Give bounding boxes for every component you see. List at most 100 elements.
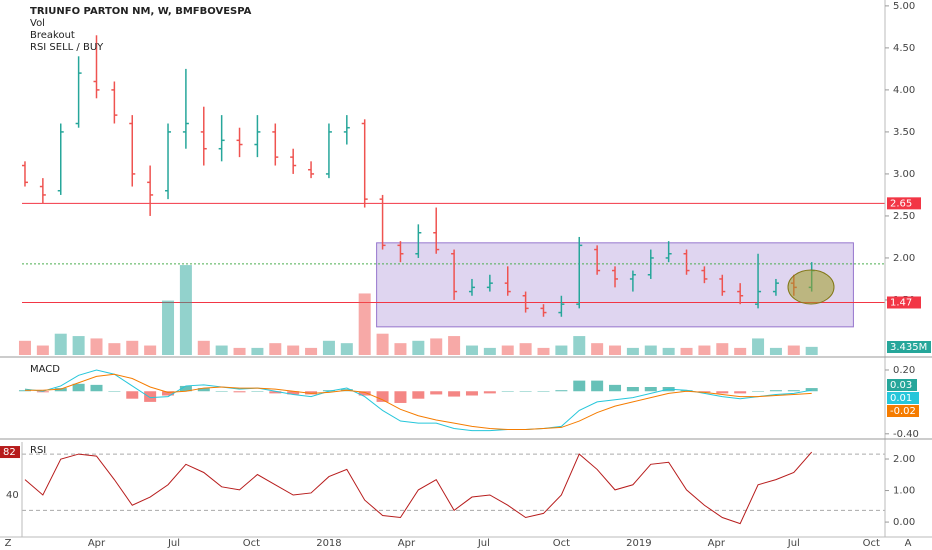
- macd-line: [24, 369, 812, 432]
- volume-bar: [358, 293, 371, 355]
- last-value-box: [887, 405, 919, 417]
- volume-bar: [573, 336, 586, 355]
- y-tick-label: 40: [6, 490, 19, 501]
- x-tick-label: Jul: [477, 538, 490, 549]
- histogram-bar: [644, 387, 657, 392]
- autoscale-button[interactable]: A: [905, 538, 912, 549]
- volume-bar: [269, 343, 282, 355]
- histogram-bar: [108, 391, 121, 392]
- y-tick-label: 0.20: [893, 365, 915, 376]
- y-tick-label: 5.00: [893, 1, 915, 12]
- volume-bar: [483, 347, 496, 355]
- y-tick-label: 3.50: [893, 127, 915, 138]
- volume-bar: [305, 347, 318, 355]
- last-value-label: 1.47: [890, 297, 912, 308]
- histogram-bar: [376, 391, 389, 402]
- macd-line: [24, 373, 812, 431]
- volume-bar: [197, 340, 210, 355]
- volume-bar: [430, 338, 443, 355]
- volume-bar: [18, 340, 31, 355]
- volume-bar: [609, 345, 622, 355]
- volume-bar: [54, 333, 67, 355]
- volume-bar: [233, 347, 246, 355]
- y-tick-label: 2.00: [893, 454, 915, 465]
- histogram-bar: [251, 391, 264, 392]
- x-tick-label: 2019: [626, 538, 651, 549]
- volume-bar: [519, 343, 532, 355]
- histogram-bar: [305, 391, 318, 395]
- volume-bar: [716, 343, 729, 355]
- histogram-bar: [18, 390, 31, 392]
- last-value-box: [887, 379, 917, 391]
- volume-bar: [144, 345, 157, 355]
- histogram-bar: [698, 391, 711, 393]
- last-value-box: [887, 296, 921, 309]
- volume-bar: [162, 300, 175, 355]
- histogram-bar: [215, 391, 228, 392]
- x-tick-label: Apr: [708, 538, 726, 549]
- last-value-box: [0, 446, 20, 459]
- volume-bar: [72, 336, 85, 355]
- study-label: RSI SELL / BUY: [30, 42, 104, 53]
- histogram-bar: [322, 390, 335, 392]
- y-tick-label: 1.00: [893, 486, 915, 497]
- histogram-bar: [680, 390, 693, 392]
- histogram-bar: [36, 391, 49, 393]
- y-tick-label: 3.00: [893, 169, 915, 180]
- last-value-box: [887, 392, 919, 404]
- volume-bar: [805, 346, 818, 355]
- volume-bar: [752, 338, 765, 355]
- volume-bar: [90, 338, 103, 355]
- pane-title: RSI: [30, 445, 46, 456]
- histogram-bar: [609, 384, 622, 392]
- last-value-label: 0.03: [890, 380, 912, 391]
- last-value-label: 0.01: [890, 393, 912, 404]
- histogram-bar: [626, 387, 639, 392]
- volume-bar: [555, 345, 568, 355]
- y-tick-label: 2.50: [893, 211, 915, 222]
- y-tick-label: -0.40: [893, 429, 919, 440]
- x-tick-label: Oct: [243, 538, 260, 549]
- histogram-bar: [537, 391, 550, 392]
- histogram-bar: [555, 390, 568, 392]
- histogram-bar: [358, 391, 371, 396]
- last-value-label: 3.435M: [890, 342, 927, 353]
- histogram-bar: [90, 384, 103, 392]
- histogram-bar: [233, 391, 246, 393]
- volume-bar: [108, 343, 121, 355]
- histogram-bar: [448, 391, 461, 397]
- histogram-bar: [573, 380, 586, 392]
- timezone-button[interactable]: Z: [5, 538, 12, 549]
- x-tick-label: 2018: [316, 538, 341, 549]
- volume-bar: [787, 345, 800, 355]
- histogram-bar: [716, 391, 729, 394]
- histogram-bar: [197, 388, 210, 392]
- rsi-line: [24, 451, 813, 525]
- volume-bar: [698, 345, 711, 355]
- histogram-bar: [752, 391, 765, 392]
- last-value-box: [887, 341, 931, 353]
- histogram-bar: [179, 385, 192, 392]
- symbol-title: TRIUNFO PARTON NM, W, BMFBOVESPA: [30, 6, 252, 17]
- volume-bar: [322, 340, 335, 355]
- histogram-bar: [394, 391, 407, 403]
- histogram-bar: [412, 391, 425, 399]
- y-tick-label: 0.00: [893, 517, 915, 528]
- volume-bar: [501, 345, 514, 355]
- volume-bar: [734, 347, 747, 355]
- volume-bar: [769, 347, 782, 355]
- y-tick-label: 4.50: [893, 43, 915, 54]
- volume-bar: [251, 347, 264, 355]
- volume-bar: [412, 340, 425, 355]
- volume-bar: [215, 345, 228, 355]
- volume-bar: [340, 343, 353, 355]
- volume-bar: [662, 347, 675, 355]
- histogram-bar: [269, 391, 282, 394]
- y-tick-label: 2.00: [893, 253, 915, 264]
- highlight-annotation: [787, 269, 835, 305]
- histogram-bar: [465, 391, 478, 396]
- x-tick-label: Oct: [863, 538, 880, 549]
- volume-bar: [394, 343, 407, 355]
